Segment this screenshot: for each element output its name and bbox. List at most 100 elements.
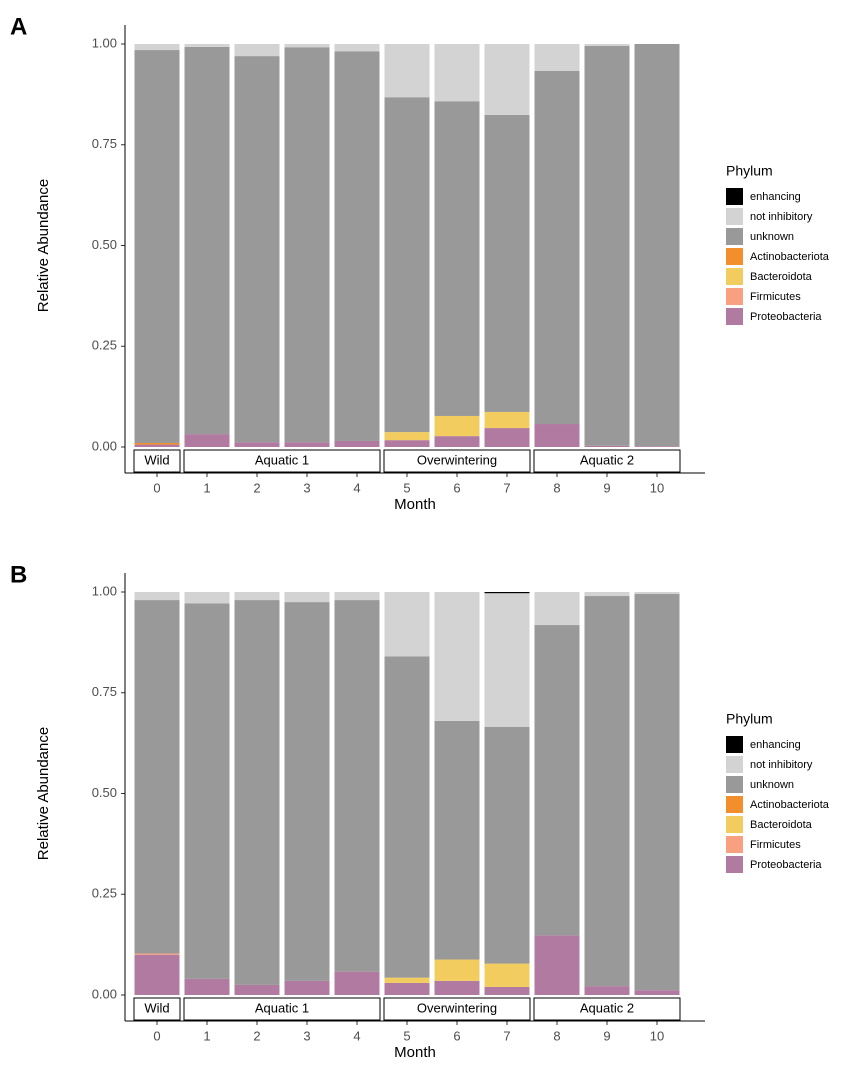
bar-segment — [634, 592, 680, 595]
x-tick-label: 2 — [253, 480, 260, 495]
bar-segment — [434, 980, 480, 995]
bar-segment — [534, 71, 580, 425]
legend-label: Actinobacteriota — [750, 251, 830, 263]
bar-segment — [284, 602, 330, 981]
legend-key — [726, 188, 743, 205]
group-label: Aquatic 2 — [580, 1000, 634, 1015]
group-label: Aquatic 1 — [255, 1000, 309, 1015]
bar-segment — [234, 442, 280, 447]
bar-segment — [484, 428, 530, 447]
bar-segment — [234, 56, 280, 443]
legend-label: unknown — [750, 231, 794, 243]
x-axis-title: Month — [394, 496, 436, 513]
legend-key — [726, 796, 743, 813]
group-label: Overwintering — [417, 1000, 497, 1015]
legend-label: Proteobacteria — [750, 859, 822, 871]
bar-segment — [134, 954, 180, 995]
y-tick-label: 0.50 — [92, 237, 117, 252]
bar-segment — [334, 592, 380, 601]
y-tick-label: 1.00 — [92, 35, 117, 50]
legend-label: not inhibitory — [750, 211, 813, 223]
group-label: Aquatic 1 — [255, 452, 309, 467]
x-tick-label: 4 — [353, 1028, 360, 1043]
x-tick-label: 9 — [603, 480, 610, 495]
bar-segment — [584, 596, 630, 987]
legend-key — [726, 736, 743, 753]
bar-segment — [234, 592, 280, 601]
bar-segment — [134, 953, 180, 955]
bar-segment — [384, 592, 430, 657]
legend-label: enhancing — [750, 739, 801, 751]
group-box — [383, 449, 531, 473]
bar-segment — [484, 727, 530, 964]
bar-segment — [184, 44, 230, 47]
bar-segment — [184, 46, 230, 435]
group-box — [533, 449, 681, 473]
y-tick-label: 0.75 — [92, 684, 117, 699]
bar-segment — [634, 44, 680, 447]
bar-segment — [434, 101, 480, 416]
bar-segment — [484, 592, 530, 594]
group-box — [183, 997, 381, 1021]
legend-label: enhancing — [750, 191, 801, 203]
bar-segment — [434, 959, 480, 981]
bar-segment — [534, 935, 580, 995]
x-tick-label: 4 — [353, 480, 360, 495]
bar-segment — [434, 415, 480, 437]
legend-label: Bacteroidota — [750, 819, 813, 831]
bar-segment — [434, 436, 480, 447]
bar-segment — [384, 982, 430, 995]
legend-label: Proteobacteria — [750, 311, 822, 323]
y-axis-title: Relative Abundance — [35, 179, 52, 312]
bar-segment — [384, 97, 430, 433]
bar-segment — [284, 592, 330, 603]
x-tick-label: 6 — [453, 480, 460, 495]
bar-segment — [634, 594, 680, 991]
bar-segment — [334, 600, 380, 972]
bar-segment — [334, 971, 380, 995]
bar-segment — [334, 440, 380, 447]
legend-label: Actinobacteriota — [750, 799, 830, 811]
x-tick-label: 10 — [650, 1028, 664, 1043]
bar-segment — [484, 963, 530, 987]
bar-segment — [334, 51, 380, 441]
group-box — [383, 997, 531, 1021]
group-label: Wild — [144, 452, 169, 467]
y-tick-label: 0.75 — [92, 136, 117, 151]
bar-segment — [384, 44, 430, 98]
y-tick-label: 0.50 — [92, 785, 117, 800]
bar-segment — [434, 720, 480, 960]
x-tick-label: 3 — [303, 480, 310, 495]
bar-segment — [584, 592, 630, 597]
x-tick-label: 5 — [403, 1028, 410, 1043]
bar-segment — [484, 114, 530, 412]
bar-segment — [284, 44, 330, 48]
panel-label: A — [10, 13, 27, 40]
bar-segment — [234, 44, 280, 57]
bar-segment — [384, 440, 430, 447]
bar-segment — [134, 44, 180, 51]
bar-segment — [134, 50, 180, 443]
bar-segment — [484, 411, 530, 429]
bar-segment — [134, 444, 180, 447]
x-tick-label: 0 — [153, 480, 160, 495]
legend-key — [726, 816, 743, 833]
x-tick-label: 1 — [203, 480, 210, 495]
y-tick-label: 0.00 — [92, 438, 117, 453]
bar-segment — [384, 432, 430, 441]
x-tick-label: 3 — [303, 1028, 310, 1043]
bar-segment — [134, 592, 180, 601]
y-tick-label: 0.00 — [92, 986, 117, 1001]
x-tick-label: 9 — [603, 1028, 610, 1043]
legend-key — [726, 248, 743, 265]
group-box — [183, 449, 381, 473]
legend-title: Phylum — [726, 711, 773, 727]
bar-segment — [384, 977, 430, 983]
legend-key — [726, 288, 743, 305]
bar-segment — [584, 44, 630, 47]
legend-label: unknown — [750, 779, 794, 791]
x-tick-label: 6 — [453, 1028, 460, 1043]
x-tick-label: 7 — [503, 1028, 510, 1043]
y-tick-label: 0.25 — [92, 338, 117, 353]
